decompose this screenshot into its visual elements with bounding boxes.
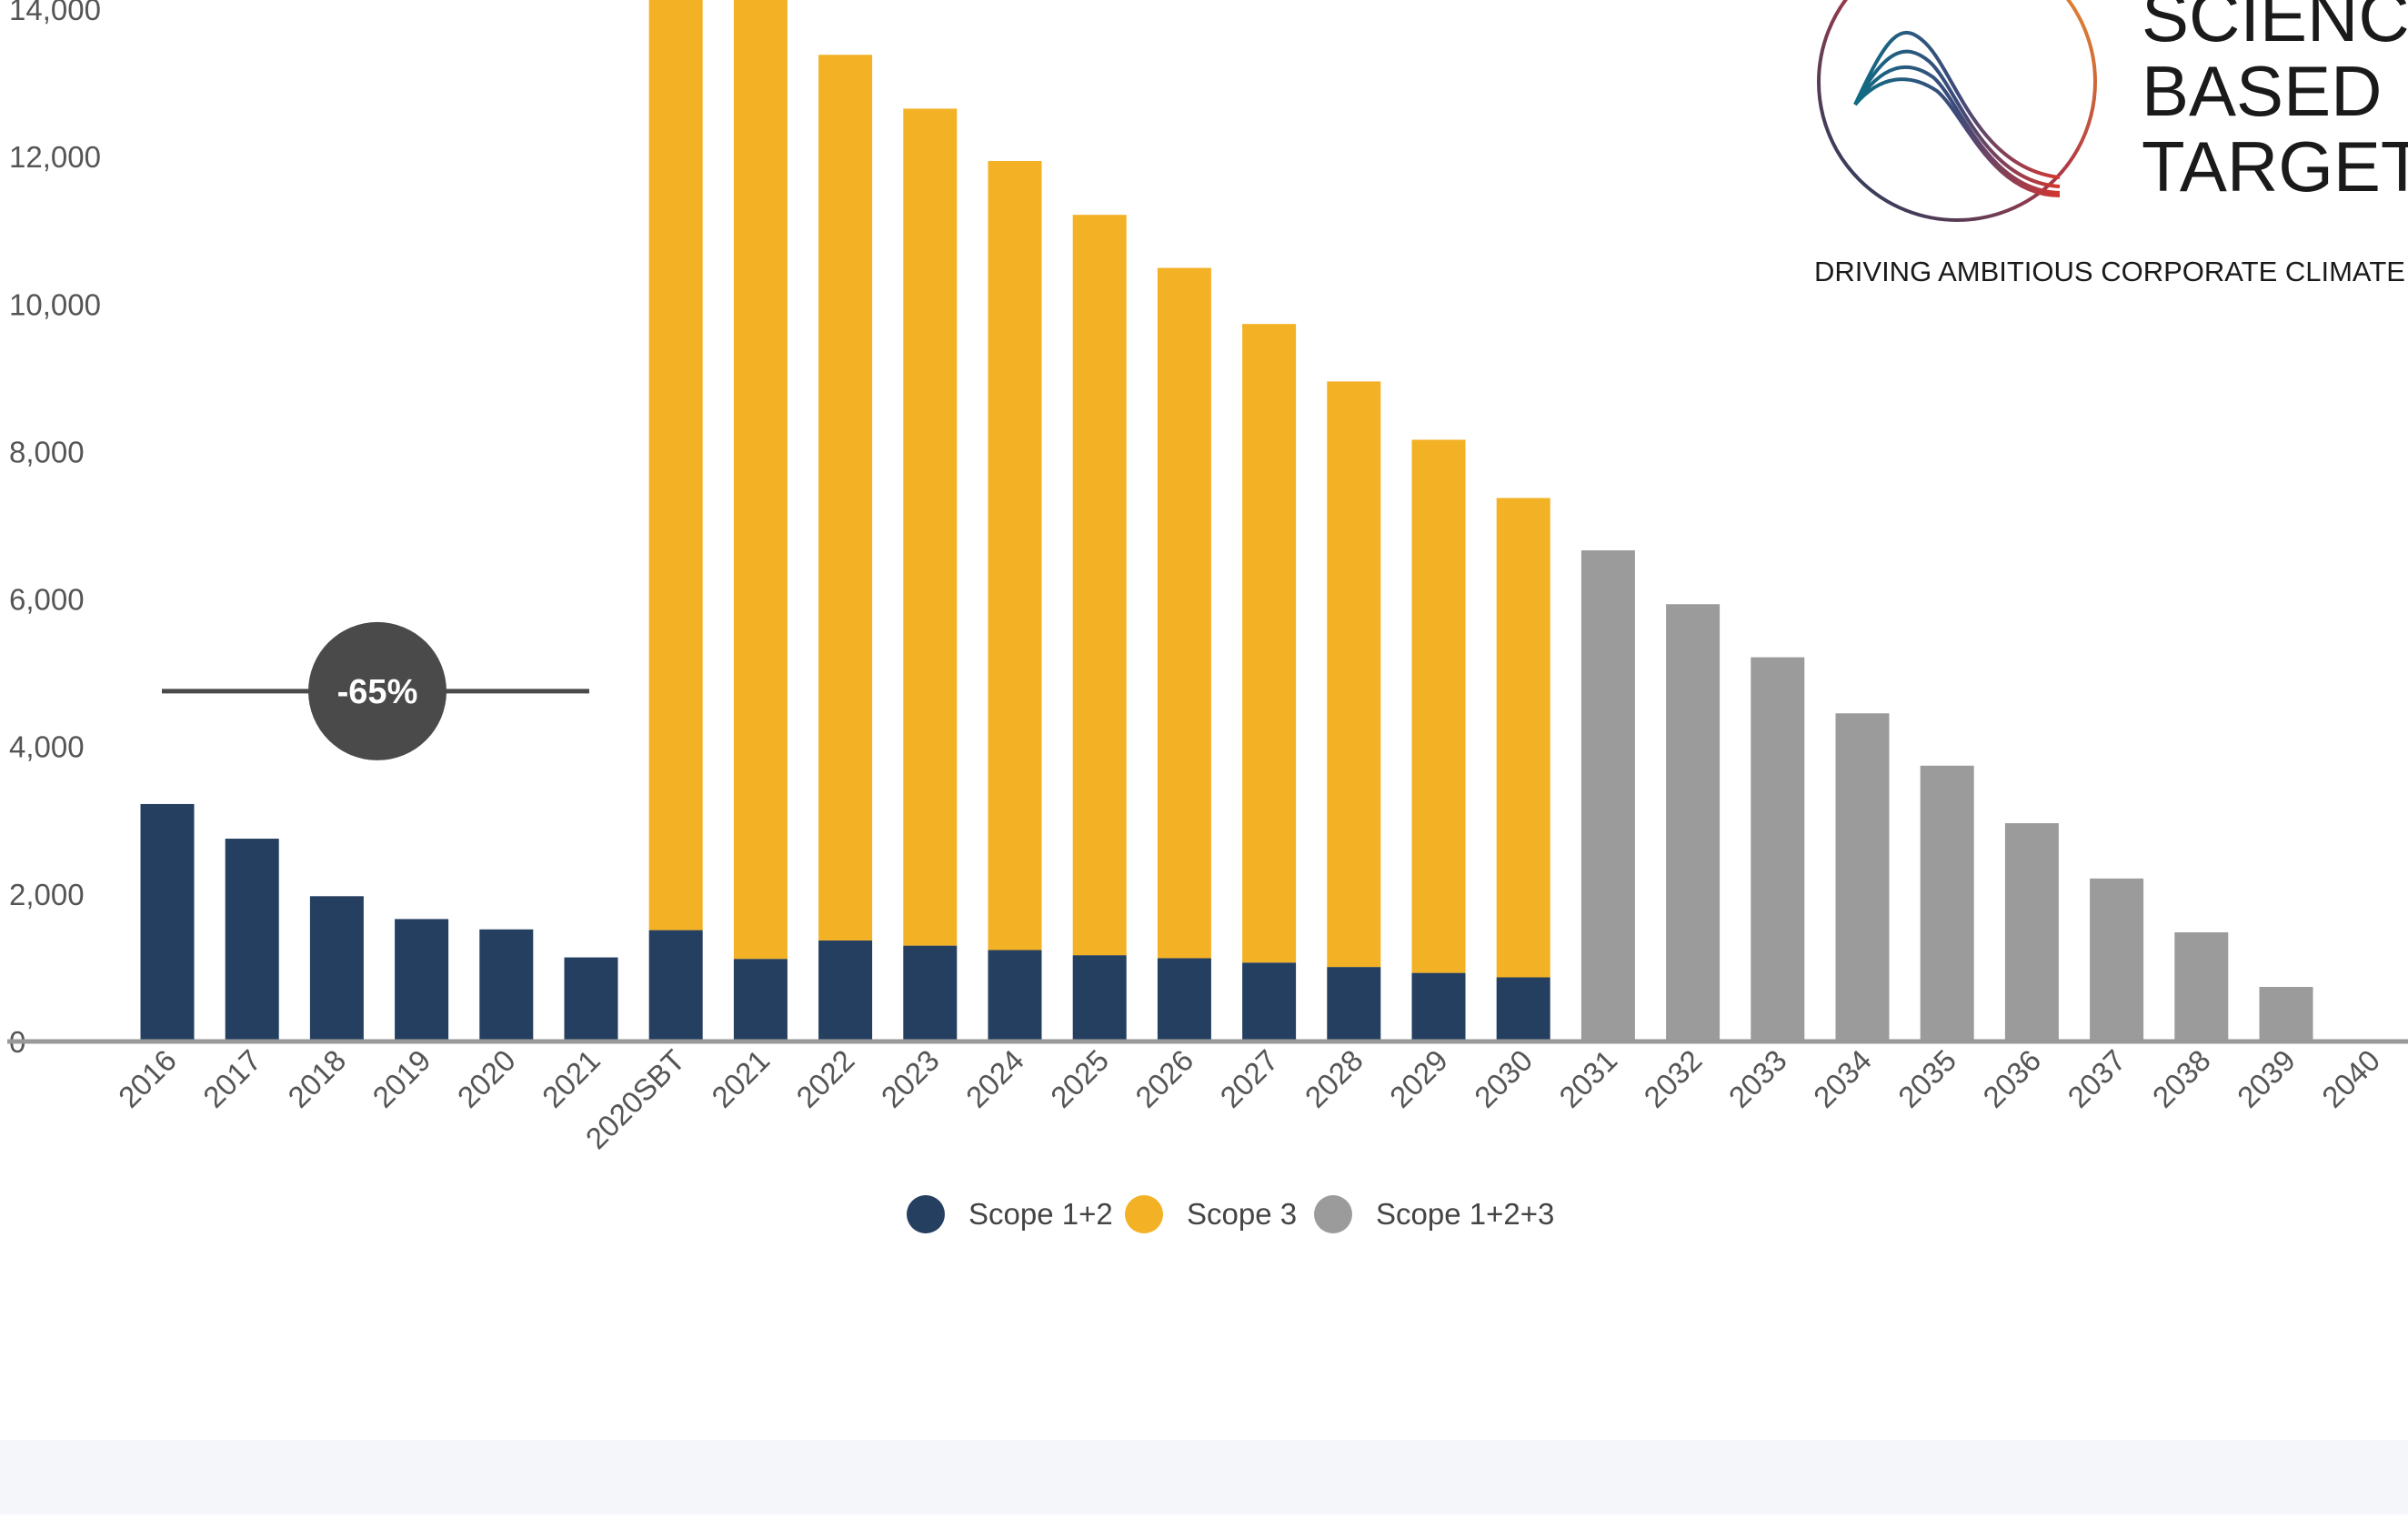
bar-scope-1-2-3-2039 xyxy=(2259,987,2313,1041)
bar-scope-1-2-3-2034 xyxy=(1835,713,1890,1041)
logo-line-1: SCIENCE xyxy=(2142,0,2408,56)
logo-ring-icon xyxy=(1817,0,2097,222)
y-tick-label: 14,000 xyxy=(9,0,101,26)
bar-scope-3-2027 xyxy=(1242,324,1297,963)
x-tick-label: 2021 xyxy=(705,1043,776,1114)
bar-scope-1-2-3-2035 xyxy=(1920,765,1974,1041)
x-tick-label: 2025 xyxy=(1044,1043,1115,1114)
x-tick-label: 2040 xyxy=(2315,1043,2386,1114)
bar-scope-1-2-2021 xyxy=(733,959,788,1041)
bar-scope-1-2-2019 xyxy=(395,919,449,1041)
bar-scope-1-2-2022 xyxy=(818,940,873,1041)
bar-scope-3-2028 xyxy=(1327,381,1381,968)
bar-scope-1-2-2023 xyxy=(903,945,958,1041)
bar-scope-1-2-3-2037 xyxy=(2090,878,2144,1041)
x-tick-label: 2037 xyxy=(2061,1043,2132,1114)
x-tick-label: 2016 xyxy=(112,1043,183,1114)
legend-label-scope-1-2: Scope 1+2 xyxy=(968,1197,1113,1231)
bar-scope-1-2-2018 xyxy=(309,896,364,1041)
x-tick-label: 2039 xyxy=(2231,1043,2302,1114)
bar-scope-1-2-2029 xyxy=(1411,972,1466,1041)
legend-swatch-scope-1-2-3 xyxy=(1314,1195,1352,1233)
x-tick-label: 2017 xyxy=(196,1043,267,1114)
x-tick-label: 2023 xyxy=(875,1043,946,1114)
x-tick-label: 2034 xyxy=(1807,1043,1878,1114)
bar-scope-1-2-2020 xyxy=(479,929,534,1041)
y-tick-label: 2,000 xyxy=(9,878,85,911)
bar-scope-1-2-3-2031 xyxy=(1580,550,1635,1041)
bar-scope-3-2025 xyxy=(1072,215,1127,956)
x-tick-label: 2018 xyxy=(281,1043,352,1114)
x-tick-label: 2035 xyxy=(1891,1043,1962,1114)
footer-band xyxy=(0,1440,2408,1514)
x-tick-label: 2021 xyxy=(536,1043,607,1114)
bar-scope-1-2-2020sbt xyxy=(648,930,703,1041)
logo-line-3: TARGETS xyxy=(2142,126,2408,206)
x-tick-label: 2038 xyxy=(2146,1043,2217,1114)
x-tick-label: 2033 xyxy=(1722,1043,1793,1114)
y-tick-label: 10,000 xyxy=(9,287,101,321)
chart-legend: Scope 1+2 Scope 3 Scope 1+2+3 xyxy=(907,1195,1554,1233)
bar-scope-3-2020sbt xyxy=(648,0,703,931)
bar-scope-1-2-3-2033 xyxy=(1751,657,1805,1041)
x-tick-label: 2019 xyxy=(366,1043,436,1114)
bar-scope-1-2-2030 xyxy=(1496,977,1550,1041)
bar-scope-1-2-2027 xyxy=(1242,962,1297,1041)
bar-scope-1-2-3-2032 xyxy=(1666,604,1721,1041)
x-tick-label: 2022 xyxy=(789,1043,860,1114)
bar-scope-3-2029 xyxy=(1411,439,1466,973)
bar-scope-3-2022 xyxy=(818,55,873,941)
logo-line-2: BASED xyxy=(2142,51,2382,131)
reduction-badge xyxy=(308,621,446,760)
y-tick-label: 12,000 xyxy=(9,140,101,174)
bar-scope-1-2-2028 xyxy=(1327,967,1381,1041)
x-tick-label: 2027 xyxy=(1213,1043,1284,1114)
bar-scope-1-2-2021 xyxy=(564,957,618,1041)
sbti-logo: SCIENCE BASED TARGETS DRIVING AMBITIOUS … xyxy=(1814,0,2408,287)
y-tick-label: 8,000 xyxy=(9,435,85,468)
x-tick-label: 2032 xyxy=(1637,1043,1708,1114)
logo-tagline: DRIVING AMBITIOUS CORPORATE CLIMATE ACTI… xyxy=(1814,256,2408,287)
bar-scope-3-2021 xyxy=(733,0,788,960)
x-tick-label: 2024 xyxy=(959,1043,1030,1114)
reduction-annotation: -65% xyxy=(162,621,589,760)
x-tick-label: 2020 xyxy=(451,1043,522,1114)
bar-scope-3-2030 xyxy=(1496,498,1550,978)
bar-scope-1-2-2024 xyxy=(988,950,1042,1041)
bar-scope-1-2-3-2036 xyxy=(2004,823,2059,1041)
legend-swatch-scope-1-2 xyxy=(907,1195,945,1233)
bar-scope-3-2023 xyxy=(903,108,958,946)
bar-scope-3-2024 xyxy=(988,161,1042,951)
x-tick-label: 2030 xyxy=(1468,1043,1539,1114)
logo-wave-icon xyxy=(1819,30,2061,197)
legend-label-scope-1-2-3: Scope 1+2+3 xyxy=(1376,1197,1554,1231)
bar-scope-1-2-2017 xyxy=(225,839,279,1041)
bar-scope-1-2-3-2038 xyxy=(2174,932,2229,1041)
bar-scope-3-2026 xyxy=(1157,267,1211,959)
legend-label-scope-3: Scope 3 xyxy=(1187,1197,1297,1231)
x-tick-label: 2026 xyxy=(1129,1043,1199,1114)
legend-swatch-scope-3 xyxy=(1125,1195,1163,1233)
x-tick-label: 2028 xyxy=(1299,1043,1370,1114)
y-tick-label: 4,000 xyxy=(9,730,85,764)
reduction-percent-label: -65% xyxy=(337,673,418,711)
x-tick-label: 2036 xyxy=(1976,1043,2047,1114)
bars-layer xyxy=(140,0,2313,1041)
bar-scope-1-2-2016 xyxy=(140,803,195,1041)
bar-scope-1-2-2026 xyxy=(1157,958,1211,1041)
y-tick-label: 6,000 xyxy=(9,583,85,617)
bar-scope-1-2-2025 xyxy=(1072,955,1127,1041)
x-tick-label: 2031 xyxy=(1552,1043,1623,1114)
x-tick-label: 2029 xyxy=(1383,1043,1454,1114)
